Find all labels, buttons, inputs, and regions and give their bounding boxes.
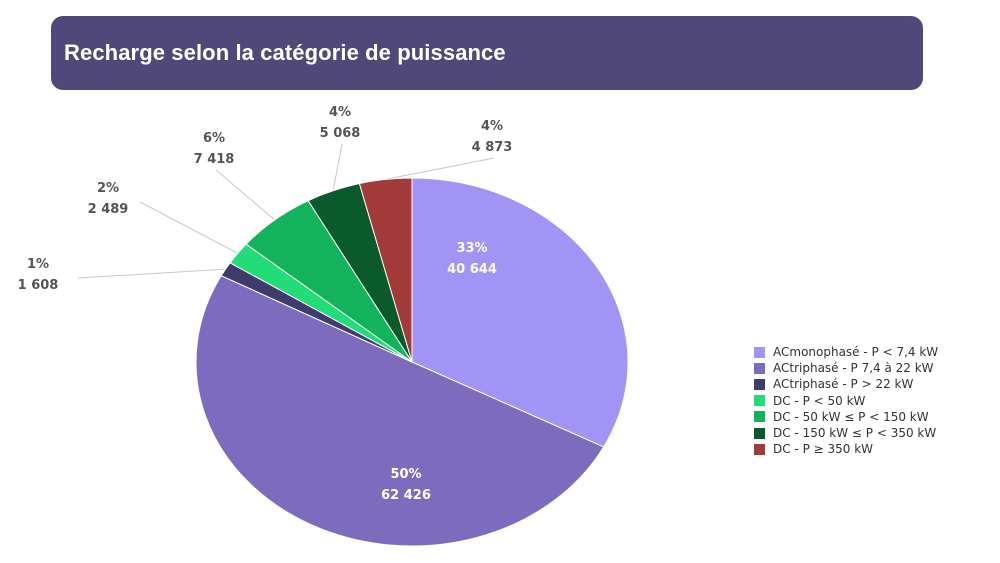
slice-percent-label: 4% bbox=[329, 105, 351, 120]
chart-title: Recharge selon la catégorie de puissance bbox=[64, 40, 506, 65]
legend-swatch bbox=[754, 395, 765, 407]
legend-label: DC - 150 kW ≤ P < 350 kW bbox=[773, 426, 937, 441]
slice-value-label: 4 873 bbox=[472, 140, 513, 155]
legend-label: ACmonophasé - P < 7,4 kW bbox=[773, 345, 939, 360]
legend-swatch bbox=[754, 346, 765, 358]
leader-line bbox=[139, 201, 238, 254]
legend: ACmonophasé - P < 7,4 kW ACtriphasé - P 7… bbox=[754, 344, 938, 457]
legend-item: DC - P ≥ 350 kW bbox=[754, 441, 938, 457]
slice-percent-label: 1% bbox=[27, 257, 49, 272]
slice-percent-label: 6% bbox=[203, 131, 225, 146]
slice-value-label: 1 608 bbox=[18, 278, 59, 293]
leader-line bbox=[332, 143, 343, 191]
legend-swatch bbox=[754, 427, 765, 439]
slice-value-label: 7 418 bbox=[194, 152, 235, 167]
legend-label: DC - P < 50 kW bbox=[773, 393, 866, 408]
leader-line bbox=[77, 268, 226, 279]
pie-slice bbox=[195, 275, 605, 547]
slice-value-label: 2 489 bbox=[88, 202, 129, 217]
leader-line bbox=[385, 157, 495, 180]
legend-swatch bbox=[754, 411, 765, 423]
slice-percent-label: 2% bbox=[97, 181, 119, 196]
legend-label: DC - P ≥ 350 kW bbox=[773, 442, 874, 457]
slice-percent-label: 4% bbox=[481, 119, 503, 134]
legend-item: DC - 150 kW ≤ P < 350 kW bbox=[754, 425, 938, 441]
title-banner: Recharge selon la catégorie de puissance bbox=[51, 16, 923, 90]
leader-line bbox=[215, 169, 276, 221]
slice-labels: 33% 40 644 50% 62 426 1% 1 608 2% 2 489 6% 7 418 4… bbox=[18, 105, 513, 503]
legend-swatch bbox=[754, 378, 765, 390]
slice-percent-label: 50% bbox=[390, 467, 421, 482]
pie-slices bbox=[195, 177, 629, 547]
legend-label: DC - 50 kW ≤ P < 150 kW bbox=[773, 409, 929, 424]
legend-swatch bbox=[754, 362, 765, 374]
legend-label: ACtriphasé - P 7,4 à 22 kW bbox=[773, 361, 934, 376]
legend-item: ACtriphasé - P > 22 kW bbox=[754, 376, 938, 392]
legend-item: DC - P < 50 kW bbox=[754, 393, 938, 409]
legend-swatch bbox=[754, 443, 765, 455]
pie-slice bbox=[358, 177, 413, 363]
leader-lines bbox=[77, 143, 495, 279]
slice-percent-label: 33% bbox=[456, 241, 487, 256]
slice-value-label: 40 644 bbox=[447, 262, 497, 277]
slice-value-label: 5 068 bbox=[320, 126, 361, 141]
slice-value-label: 62 426 bbox=[381, 488, 431, 503]
legend-item: ACtriphasé - P 7,4 à 22 kW bbox=[754, 360, 938, 376]
legend-label: ACtriphasé - P > 22 kW bbox=[773, 377, 914, 392]
legend-item: DC - 50 kW ≤ P < 150 kW bbox=[754, 409, 938, 425]
legend-item: ACmonophasé - P < 7,4 kW bbox=[754, 344, 938, 360]
pie-slice bbox=[411, 177, 629, 448]
